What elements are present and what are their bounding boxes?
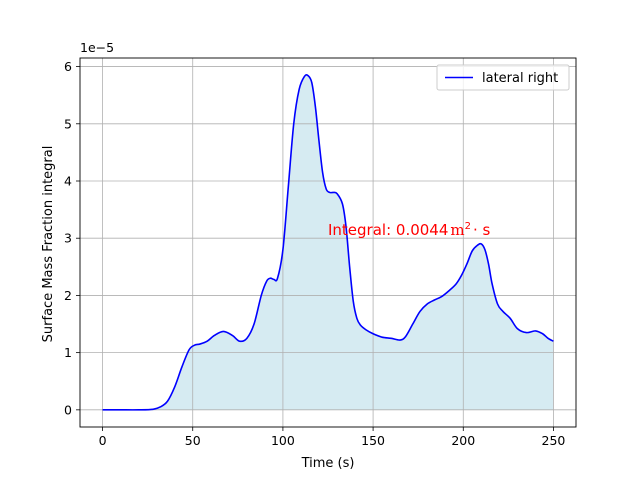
x-tick-label: 250 (542, 433, 566, 448)
axes-frame (79, 57, 577, 428)
y-axis-label: Surface Mass Fraction integral (41, 146, 56, 343)
y-tick-label: 1 (64, 345, 72, 360)
y-tick-label: 4 (64, 174, 72, 189)
x-tick-label: 100 (271, 433, 295, 448)
series-line (102, 73, 554, 411)
x-tick-label: 200 (451, 433, 475, 448)
x-axis-label: Time (s) (301, 456, 355, 471)
y-tick-label: 6 (64, 59, 72, 74)
x-tick-label: 50 (185, 433, 201, 448)
integral-annotation: Integral: 0.0044 m2 · s (328, 221, 491, 239)
integral-annotation-exponent: 2 (465, 221, 471, 232)
y-tick-label: 0 (64, 402, 72, 417)
y-tick-label: 2 (64, 288, 72, 303)
legend-box (436, 64, 570, 91)
y-tick-label: 3 (64, 231, 72, 246)
y-axis-offset-label: 1e−5 (80, 40, 114, 55)
x-tick-label: 0 (99, 433, 107, 448)
series-area-fill (102, 74, 554, 410)
integral-annotation-suffix: · s (473, 221, 491, 239)
plot-area: 0 50 100 150 200 250 0 1 2 3 4 5 6 lateral right Integ… (64, 57, 577, 448)
x-tick-label: 150 (361, 433, 385, 448)
integral-annotation-value: Integral: 0.0044 (328, 221, 448, 239)
y-tick-label: 5 (64, 116, 72, 131)
integral-annotation-unit: m (450, 221, 464, 239)
legend-label: lateral right (482, 71, 558, 86)
